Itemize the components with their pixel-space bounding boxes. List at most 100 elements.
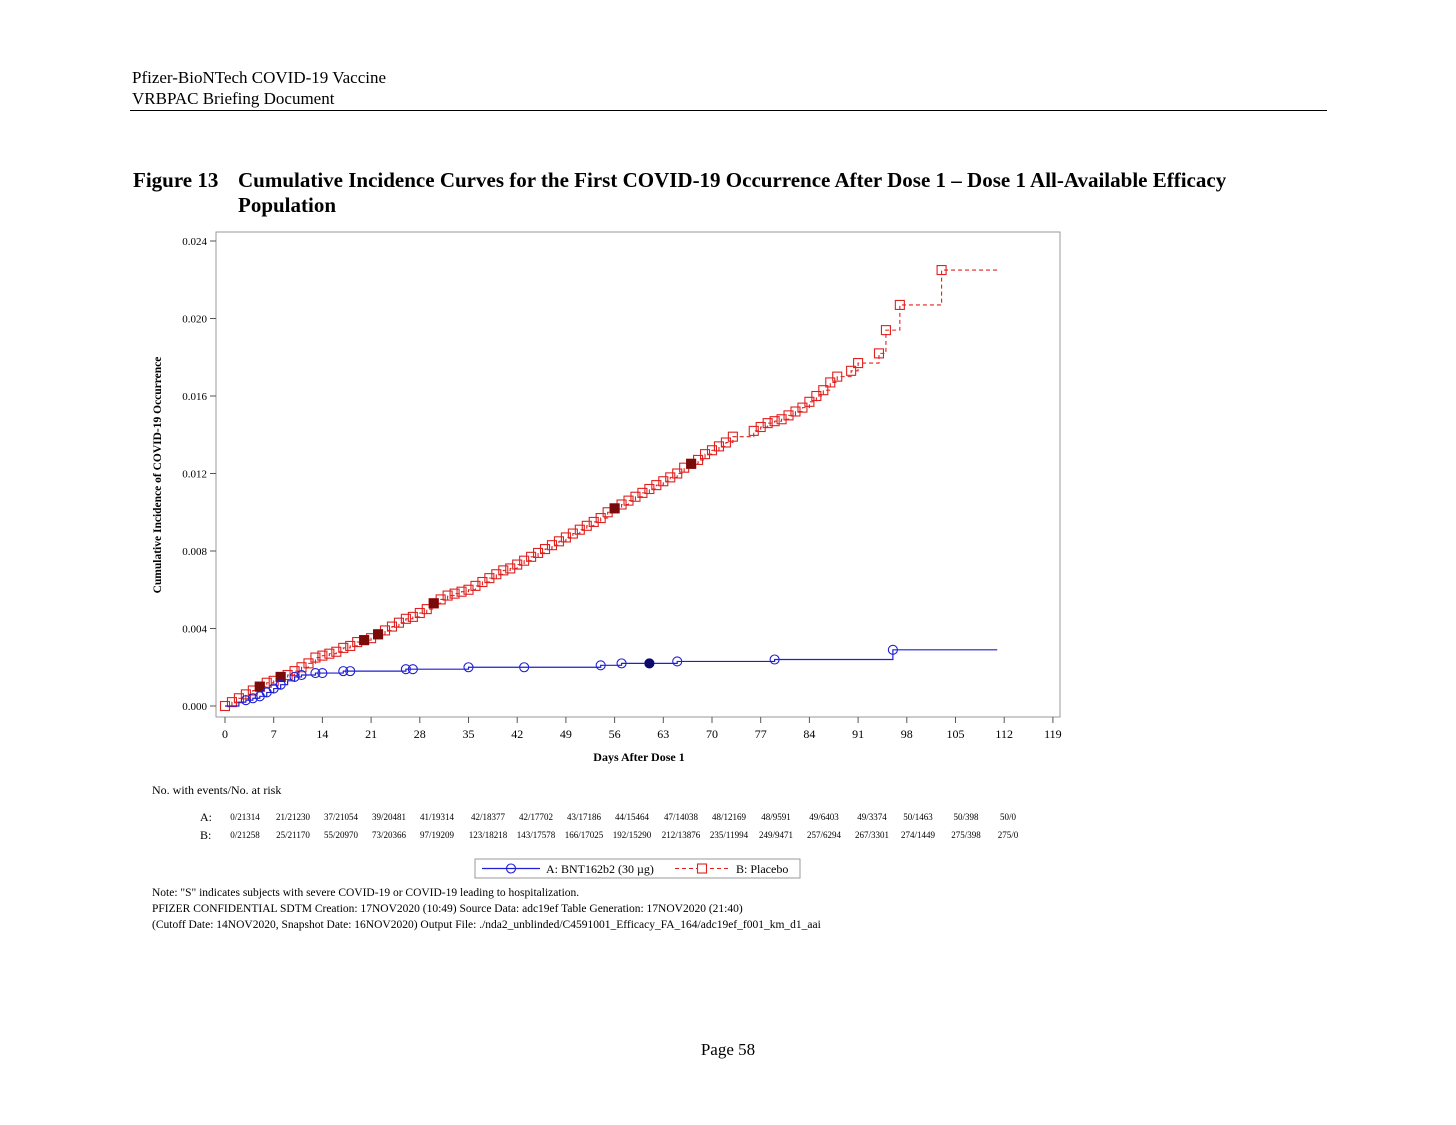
x-tick-label: 42 [511,727,523,741]
x-tick-label: 14 [316,727,328,741]
placebo-event-marker [491,569,502,580]
placebo-event-marker [804,396,815,407]
vaccine-event-marker [672,656,683,667]
y-tick-label: 0.020 [182,314,207,326]
placebo-event-marker [303,658,314,669]
vaccine-event-marker [310,668,321,679]
vaccine-event-marker [317,668,328,679]
y-tick-label: 0.012 [182,469,207,481]
placebo-event-marker [873,348,885,359]
x-tick-label: 21 [365,727,377,741]
placebo-event-marker [400,613,411,624]
at-risk-cell-a: 48/12169 [712,812,747,822]
y-tick-label: 0.000 [182,701,207,713]
placebo-event-marker [936,265,947,276]
figure-title: Cumulative Incidence Curves for the Firs… [238,168,1227,217]
vaccine-event-marker [887,644,898,655]
note-output-file: (Cutoff Date: 14NOV2020, Snapshot Date: … [152,919,821,931]
at-risk-cell-b: 267/3301 [855,830,889,840]
placebo-event-marker [699,449,711,460]
placebo-event-marker [463,584,474,595]
placebo-event-marker [651,480,662,491]
placebo-event-marker [414,607,425,619]
vaccine-event-marker [519,662,530,673]
at-risk-cell-a: 0/21314 [230,812,260,822]
placebo-event-marker [769,416,780,427]
placebo-event-marker [595,513,606,524]
placebo-event-marker [825,377,836,388]
placebo-event-marker [470,580,481,591]
vaccine-event-marker [289,671,300,682]
placebo-event-marker [539,544,551,555]
y-tick-label: 0.024 [182,236,207,248]
placebo-event-marker [574,524,585,535]
placebo-event-marker [581,520,592,531]
x-tick-label: 91 [852,727,864,741]
placebo-event-marker [720,437,731,448]
header-line-2: VRBPAC Briefing Document [132,89,335,108]
placebo-event-marker [762,418,773,429]
placebo-event-marker [546,540,558,551]
vaccine-event-marker [400,664,411,675]
at-risk-cell-a: 50/1463 [903,812,933,822]
placebo-event-marker [755,421,766,433]
vaccine-event-marker [296,669,307,681]
note-severe: Note: "S" indicates subjects with severe… [152,887,580,899]
placebo-event-marker [421,604,432,615]
header-line-1: Pfizer-BioNTech COVID-19 Vaccine [132,68,387,87]
at-risk-cell-b: 143/17578 [517,830,556,840]
at-risk-label-b: B: [200,828,211,842]
vaccine-curve [225,649,998,707]
placebo-event-marker [533,547,544,558]
placebo-event-marker [706,445,718,456]
placebo-event-marker [748,425,759,436]
at-risk-cell-a: 44/15464 [615,812,650,822]
vaccine-event-marker [247,693,258,704]
placebo-event-marker [345,640,356,651]
x-tick-label: 70 [706,727,718,741]
vaccine-event-marker [616,658,627,669]
x-tick-label: 98 [901,727,913,741]
at-risk-cell-a: 50/0 [1000,812,1017,822]
x-tick-label: 84 [803,727,815,741]
legend-vaccine-label: A: BNT162b2 (30 µg) [546,862,654,876]
placebo-event-marker [797,402,808,413]
at-risk-label-a: A: [200,810,212,824]
at-risk-cell-b: 274/1449 [901,830,936,840]
placebo-event-marker [338,642,349,653]
placebo-event-marker [623,495,634,506]
at-risk-cell-b: 275/0 [998,830,1019,840]
placebo-event-marker [637,487,648,498]
placebo-event-marker [567,528,578,539]
at-risk-cell-b: 235/11994 [710,830,749,840]
at-risk-cell-a: 37/21054 [324,812,359,822]
vaccine-event-marker [240,695,251,706]
placebo-event-marker [783,410,794,421]
legend-placebo-marker [696,863,708,874]
x-tick-label: 0 [222,727,228,741]
placebo-event-marker [853,358,864,369]
at-risk-cell-a: 49/3374 [857,812,887,822]
x-axis-title: Days After Dose 1 [593,750,684,764]
placebo-event-marker [442,590,453,601]
x-tick-label: 119 [1044,727,1062,741]
at-risk-cell-b: 0/21258 [230,830,260,840]
page-number: Page 58 [700,1040,756,1059]
placebo-event-marker [776,414,787,425]
x-tick-label: 77 [755,727,767,741]
at-risk-cell-b: 192/15290 [613,830,652,840]
placebo-event-marker [811,390,822,402]
placebo-event-marker [296,662,307,673]
placebo-event-marker [713,441,725,452]
x-tick-label: 63 [657,727,669,741]
placebo-severe-marker [428,598,439,609]
at-risk-cell-b: 25/21170 [276,830,310,840]
at-risk-cell-a: 21/21230 [276,812,311,822]
placebo-event-marker [644,483,655,495]
at-risk-cell-a: 49/6403 [809,812,839,822]
placebo-event-marker [331,646,342,657]
placebo-event-marker [790,406,801,417]
vaccine-event-marker [338,666,349,677]
at-risk-cell-a: 42/18377 [471,812,506,822]
